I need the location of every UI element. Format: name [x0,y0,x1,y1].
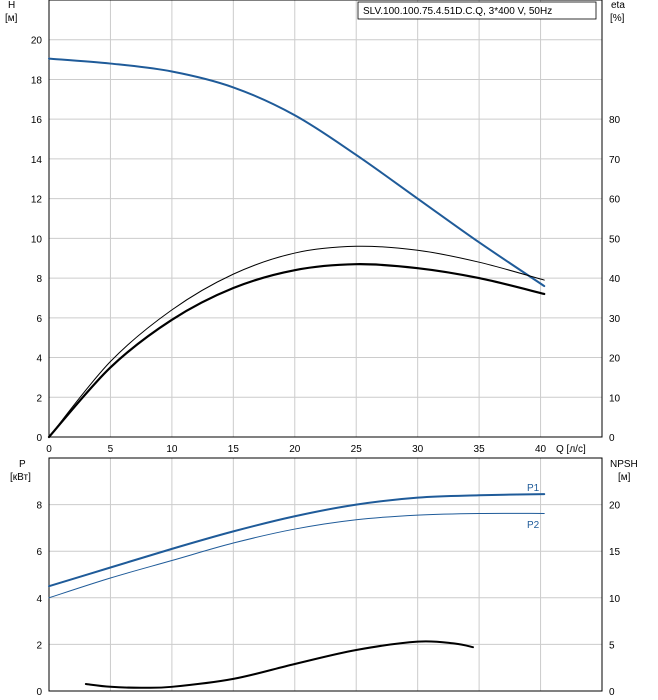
npsh-curve [84,640,474,689]
upper-grid [49,0,602,437]
q-tick-label: 35 [474,444,486,455]
lower-plot-panel: P [кВт] NPSH [м] 0 2 4 6 8 0 5 10 15 20 P1 P2 [10,457,638,698]
npsh-tick-label: 15 [609,547,621,558]
eta-tick-label: 10 [609,393,621,404]
q-tick-label: 15 [228,444,240,455]
npsh-tick-label: 5 [609,640,615,651]
eta-axis-label: eta [611,0,625,11]
h-tick-label: 12 [31,195,43,206]
q-tick-label: 0 [46,444,52,455]
upper-title-box: SLV.100.100.75.4.51D.C.Q, 3*400 V, 50Hz [357,1,597,20]
h-tick-labels: 0 2 4 6 8 10 12 14 16 18 20 [31,36,43,444]
lower-series [48,493,546,689]
q-tick-label: 20 [289,444,301,455]
eta-curve [48,245,545,438]
h-curve [48,57,546,288]
p1-curve [48,493,546,588]
p-axis-label: P [19,459,26,470]
h-tick-label: 0 [36,433,42,444]
npsh-axis-label: NPSH [610,459,638,470]
chart-title: SLV.100.100.75.4.51D.C.Q, 3*400 V, 50Hz [363,6,552,17]
eta-tick-label: 40 [609,274,621,285]
h-tick-label: 2 [36,393,42,404]
h-tick-label: 4 [36,354,42,365]
q-tick-label: 25 [351,444,363,455]
eta-tick-label: 30 [609,314,621,325]
eta-total-curve [47,263,546,439]
upper-series [47,57,546,439]
npsh-tick-label: 10 [609,594,621,605]
h-tick-label: 16 [31,115,43,126]
q-tick-label: 40 [535,444,547,455]
h-tick-label: 6 [36,314,42,325]
eta-tick-labels: 0 10 20 30 40 50 60 70 80 [609,115,621,444]
h-tick-label: 18 [31,75,43,86]
eta-tick-label: 80 [609,115,621,126]
p-tick-label: 8 [36,501,42,512]
h-axis-unit: [м] [5,13,18,24]
q-tick-label: 10 [166,444,178,455]
eta-tick-label: 70 [609,155,621,166]
h-tick-label: 8 [36,274,42,285]
q-axis-label: Q [л/с] [556,444,586,455]
npsh-tick-label: 0 [609,687,615,698]
lower-grid [49,458,602,691]
npsh-tick-labels: 0 5 10 15 20 [609,501,621,698]
h-axis-label: H [8,0,15,11]
p2-curve [48,512,545,599]
p-tick-label: 0 [36,687,42,698]
eta-tick-label: 20 [609,354,621,365]
eta-tick-label: 0 [609,433,615,444]
p-axis-unit: [кВт] [10,472,31,483]
p-tick-label: 2 [36,640,42,651]
eta-tick-label: 60 [609,195,621,206]
h-tick-label: 20 [31,36,43,47]
npsh-tick-label: 20 [609,501,621,512]
h-tick-label: 14 [31,155,43,166]
upper-plot-panel: SLV.100.100.75.4.51D.C.Q, 3*400 V, 50Hz … [5,0,625,455]
p-tick-labels: 0 2 4 6 8 [36,501,42,698]
npsh-axis-unit: [м] [618,472,631,483]
eta-tick-label: 50 [609,234,621,245]
p-tick-label: 6 [36,547,42,558]
p1-series-label: P1 [527,483,540,494]
lower-plot-frame [48,457,603,692]
q-tick-label: 5 [108,444,114,455]
p-tick-label: 4 [36,594,42,605]
p2-series-label: P2 [527,520,540,531]
q-tick-label: 30 [412,444,424,455]
eta-axis-unit: [%] [610,13,625,24]
h-tick-label: 10 [31,234,43,245]
upper-plot-frame [48,0,603,438]
q-tick-labels: 0 5 10 15 20 25 30 35 40 [46,444,546,455]
